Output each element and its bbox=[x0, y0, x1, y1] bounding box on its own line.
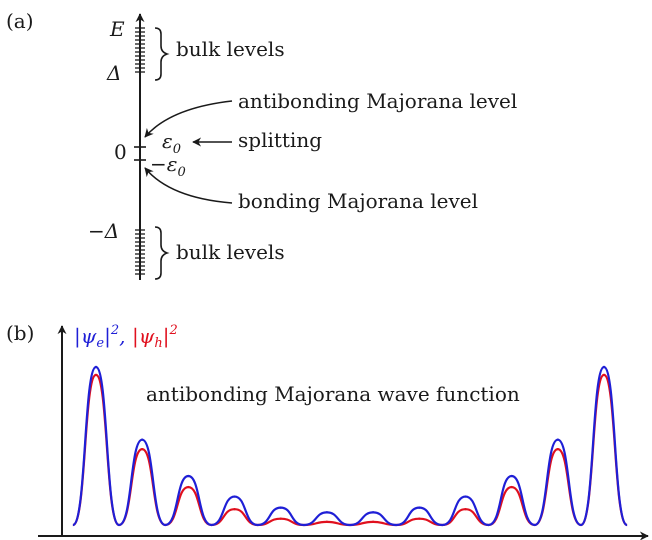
legend-psi-e: |ψe|2, bbox=[74, 323, 126, 351]
hole-peak-point bbox=[140, 447, 144, 451]
electron-peak-point bbox=[325, 511, 329, 514]
electron-peak-point bbox=[233, 495, 236, 498]
bulk-levels-upper-label: bulk levels bbox=[176, 37, 285, 61]
hole-peak-point bbox=[187, 485, 190, 489]
electron-peak-point bbox=[464, 495, 467, 498]
hole-peak-point bbox=[464, 508, 467, 511]
electron-peak-point bbox=[371, 511, 375, 514]
electron-peak-point bbox=[510, 474, 513, 478]
bulk-levels-lower-label: bulk levels bbox=[176, 240, 285, 264]
bulk-levels-lower-ticks bbox=[135, 229, 145, 275]
hole-peak-point bbox=[602, 373, 606, 377]
electron-peak-point bbox=[187, 474, 190, 478]
electron-peak-point bbox=[602, 365, 606, 369]
energy-axis-label: E bbox=[109, 17, 125, 41]
panel-b-label: (b) bbox=[6, 321, 34, 345]
bulk-upper-brace bbox=[154, 27, 170, 81]
minus-delta-tick-label: −Δ bbox=[88, 219, 119, 243]
wave-function-annotation: antibonding Majorana wave function bbox=[146, 382, 520, 406]
bonding-level-label: bonding Majorana level bbox=[238, 189, 478, 213]
hole-peak-point bbox=[510, 485, 513, 489]
zero-tick-label: 0 bbox=[114, 140, 127, 164]
delta-tick-label: Δ bbox=[106, 61, 121, 85]
panel-a-label: (a) bbox=[6, 9, 34, 33]
panel-a: (a) E Δ 0 −Δ bulk levels bulk levels ant… bbox=[6, 9, 517, 280]
epsilon-minus-label: −ε0 bbox=[150, 152, 186, 180]
electron-peak-point bbox=[279, 506, 282, 509]
legend-psi-h: |ψh|2 bbox=[132, 323, 178, 351]
splitting-label: splitting bbox=[238, 128, 322, 152]
epsilon-plus-label: ε0 bbox=[162, 129, 181, 157]
bonding-arrow bbox=[144, 167, 233, 204]
antibonding-arrow bbox=[144, 100, 233, 138]
hole-peak-point bbox=[418, 517, 421, 520]
panel-b: (b) |ψe|2, |ψh|2 antibonding Majorana wa… bbox=[6, 321, 649, 540]
hole-peak-point bbox=[556, 447, 560, 451]
antibonding-level-label: antibonding Majorana level bbox=[238, 89, 517, 113]
series-electron-density-line bbox=[71, 365, 629, 527]
electron-peak-point bbox=[556, 438, 560, 441]
hole-peak-point bbox=[279, 517, 282, 520]
hole-peak-point bbox=[94, 373, 98, 377]
hole-peak-point bbox=[325, 520, 329, 524]
hole-peak-point bbox=[371, 520, 375, 524]
bulk-lower-brace bbox=[154, 226, 170, 280]
electron-peak-point bbox=[94, 365, 98, 369]
hole-peak-point bbox=[233, 508, 236, 511]
electron-peak-point bbox=[140, 438, 144, 441]
bulk-levels-upper-ticks bbox=[135, 27, 145, 73]
electron-peak-point bbox=[418, 506, 421, 509]
